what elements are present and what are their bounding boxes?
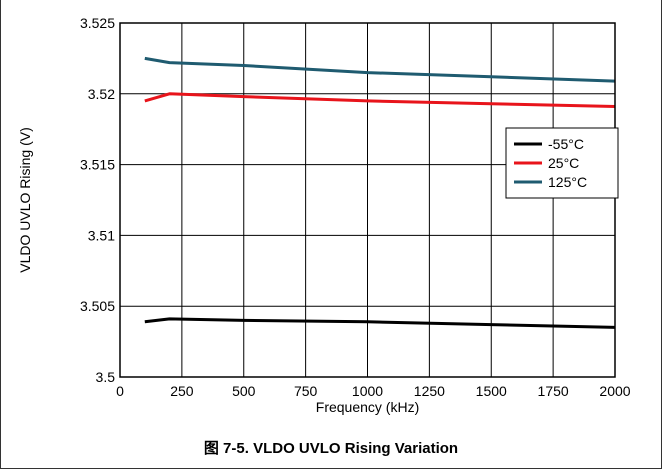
x-tick-label: 500 (232, 383, 256, 399)
grid (119, 22, 616, 378)
x-tick-label: 1000 (352, 383, 383, 399)
x-tick-label: 750 (294, 383, 318, 399)
legend-label-1: 25°C (548, 155, 579, 171)
series-line-2 (144, 56, 616, 83)
x-axis-ticks: 0 250 500 750 1000 1250 1500 1750 2000 (116, 383, 631, 399)
y-axis-ticks: 3.5 3.505 3.51 3.515 3.52 3.525 (80, 15, 115, 385)
legend-label-2: 125°C (548, 174, 587, 190)
x-tick-label: 0 (116, 383, 124, 399)
series-line-0 (144, 317, 616, 329)
x-tick-label: 2000 (599, 383, 630, 399)
x-tick-label: 250 (170, 383, 194, 399)
x-axis-title: Frequency (kHz) (316, 399, 419, 415)
legend: -55°C 25°C 125°C (505, 127, 619, 199)
figure-caption: 图 7-5. VLDO UVLO Rising Variation (203, 440, 459, 457)
legend-label-0: -55°C (548, 136, 584, 152)
y-tick-label: 3.5 (96, 369, 116, 385)
y-tick-label: 3.525 (80, 15, 115, 31)
x-tick-label: 1500 (476, 383, 507, 399)
y-tick-label: 3.51 (88, 227, 115, 243)
series-lines (144, 56, 616, 329)
x-tick-label: 1250 (414, 383, 445, 399)
y-tick-label: 3.515 (80, 157, 115, 173)
series-line-1 (144, 92, 616, 108)
y-tick-label: 3.52 (88, 86, 115, 102)
chart: 0 250 500 750 1000 1250 1500 1750 2000 3.53.5053… (17, 15, 631, 415)
x-tick-label: 1750 (538, 383, 569, 399)
y-axis-title: VLDO UVLO Rising (V) (17, 127, 33, 272)
y-tick-label: 3.505 (80, 298, 115, 314)
plot-area-border (119, 22, 616, 378)
